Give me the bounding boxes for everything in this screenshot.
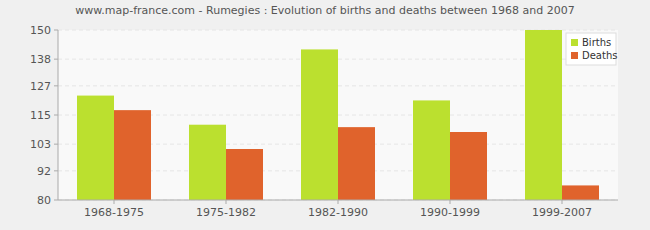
x-tick <box>114 200 115 204</box>
x-tick <box>562 200 563 204</box>
bar <box>114 110 151 200</box>
x-tick-label: 1968-1975 <box>84 206 144 219</box>
x-tick-label: 1982-1990 <box>308 206 368 219</box>
x-tick-label: 1975-1982 <box>196 206 256 219</box>
legend-label: Deaths <box>582 50 617 61</box>
y-tick <box>54 115 58 116</box>
chart-svg: www.map-france.com - Rumegies : Evolutio… <box>0 0 650 230</box>
y-tick-label: 150 <box>30 24 51 37</box>
legend-swatch <box>571 39 578 46</box>
background <box>0 0 650 230</box>
legend: Births Deaths <box>566 33 617 65</box>
chart-container: www.map-france.com - Rumegies : Evolutio… <box>0 0 650 230</box>
bar <box>301 49 338 200</box>
y-tick-label: 80 <box>37 194 51 207</box>
grid-line <box>58 200 618 201</box>
y-tick-label: 115 <box>30 109 51 122</box>
bar <box>77 96 114 200</box>
y-axis <box>58 30 59 200</box>
bar <box>226 149 263 200</box>
legend-label: Births <box>582 37 611 48</box>
y-tick-label: 138 <box>30 53 51 66</box>
y-tick <box>54 144 58 145</box>
y-tick-label: 127 <box>30 80 51 93</box>
bars <box>77 30 599 200</box>
x-tick-label: 1999-2007 <box>532 206 592 219</box>
plot-area <box>58 30 618 200</box>
x-axis <box>58 200 618 201</box>
y-tick-label: 92 <box>37 165 51 178</box>
bar <box>562 185 599 200</box>
x-tick <box>226 200 227 204</box>
bar <box>413 100 450 200</box>
y-tick-label: 103 <box>30 138 51 151</box>
x-tick <box>450 200 451 204</box>
y-tick <box>54 30 58 31</box>
bar <box>338 127 375 200</box>
x-tick-label: 1990-1999 <box>420 206 480 219</box>
y-tick <box>54 170 58 171</box>
bar <box>189 125 226 200</box>
y-tick <box>54 85 58 86</box>
bar <box>525 30 562 200</box>
title: www.map-france.com - Rumegies : Evolutio… <box>75 4 575 17</box>
x-tick <box>338 200 339 204</box>
bar <box>450 132 487 200</box>
y-tick <box>54 200 58 201</box>
y-tick <box>54 59 58 60</box>
legend-swatch <box>571 52 578 59</box>
